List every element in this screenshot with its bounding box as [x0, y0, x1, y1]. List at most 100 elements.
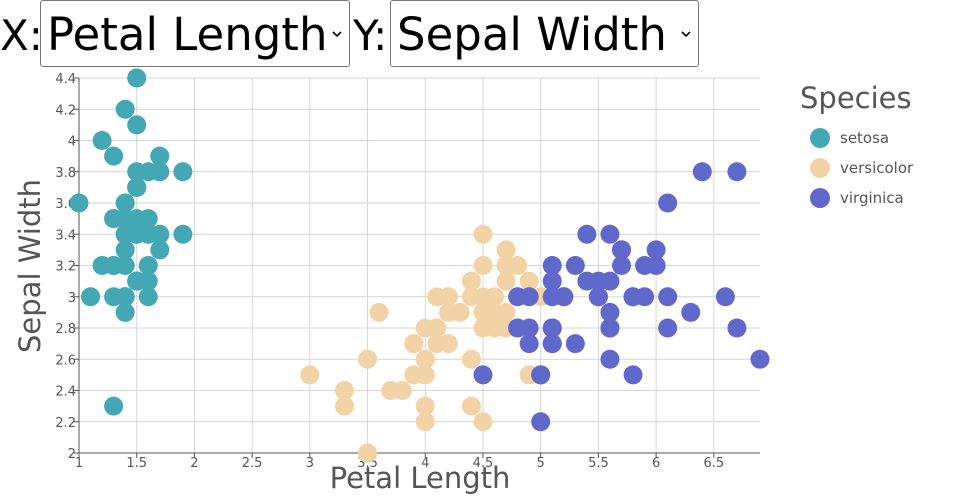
- data-point-setosa: [127, 224, 147, 244]
- data-point-versicolor: [334, 396, 354, 416]
- x-tick-label: 2: [190, 456, 198, 471]
- y-tick-label: 4.2: [55, 103, 76, 118]
- x-axis-select-value: Petal Length: [47, 8, 328, 61]
- data-point-virginica: [542, 318, 562, 338]
- data-point-versicolor: [404, 334, 424, 354]
- chevron-down-icon: [332, 31, 342, 38]
- data-point-virginica: [750, 349, 770, 369]
- data-point-virginica: [727, 318, 747, 338]
- data-point-versicolor: [300, 365, 320, 385]
- data-point-virginica: [542, 256, 562, 275]
- y-axis-select[interactable]: Sepal Width: [390, 0, 699, 67]
- data-point-versicolor: [473, 318, 493, 338]
- data-point-virginica: [531, 365, 551, 385]
- data-point-versicolor: [427, 318, 447, 338]
- x-tick-label: 6.5: [703, 456, 724, 471]
- x-tick-label: 2.5: [242, 456, 263, 471]
- data-point-setosa: [69, 193, 89, 213]
- data-point-setosa: [115, 287, 135, 307]
- data-point-virginica: [658, 287, 678, 307]
- data-point-versicolor: [450, 302, 470, 322]
- x-tick-label: 5.5: [588, 456, 609, 471]
- data-point-virginica: [623, 365, 643, 385]
- data-point-virginica: [519, 334, 539, 354]
- data-point-virginica: [565, 256, 585, 275]
- data-point-setosa: [104, 209, 124, 229]
- data-point-virginica: [646, 240, 666, 260]
- data-point-setosa: [92, 131, 112, 150]
- data-point-setosa: [104, 146, 124, 166]
- data-point-versicolor: [438, 287, 458, 307]
- data-point-versicolor: [485, 287, 505, 307]
- x-axis-ticks: 1 1.5 2 2.5 3 3.5 4 4.5 5 5.5 6 6.5: [75, 456, 724, 471]
- data-point-setosa: [115, 193, 135, 213]
- data-point-versicolor: [438, 334, 458, 354]
- chart-points: [69, 68, 770, 463]
- data-point-virginica: [577, 224, 597, 244]
- legend-swatch-setosa: [810, 128, 830, 148]
- data-point-versicolor: [473, 412, 493, 432]
- data-point-virginica: [681, 302, 701, 322]
- data-point-setosa: [115, 240, 135, 260]
- data-point-setosa: [127, 68, 147, 88]
- y-tick-label: 2.2: [55, 416, 76, 431]
- data-point-setosa: [173, 224, 193, 244]
- data-point-virginica: [508, 318, 528, 338]
- x-tick-label: 3: [306, 456, 314, 471]
- data-point-virginica: [658, 318, 678, 338]
- legend-swatch-versicolor: [810, 158, 830, 178]
- data-point-setosa: [127, 115, 147, 135]
- x-tick-label: 6: [652, 456, 660, 471]
- data-point-virginica: [508, 287, 528, 307]
- data-point-virginica: [635, 256, 655, 275]
- data-point-versicolor: [496, 240, 516, 260]
- legend-label-setosa: setosa: [840, 129, 889, 147]
- data-point-versicolor: [381, 381, 401, 400]
- x-tick-label: 1: [75, 456, 83, 471]
- data-point-virginica: [542, 334, 562, 354]
- x-tick-label: 1.5: [126, 456, 147, 471]
- y-tick-label: 2.8: [55, 322, 76, 337]
- data-point-versicolor: [415, 349, 435, 369]
- data-point-versicolor: [496, 302, 516, 322]
- data-point-virginica: [600, 349, 620, 369]
- legend-title: Species: [800, 81, 912, 115]
- data-point-virginica: [692, 162, 712, 182]
- y-tick-label: 3.8: [55, 166, 76, 181]
- data-point-setosa: [127, 271, 147, 291]
- legend-swatch-virginica: [810, 188, 830, 208]
- data-point-versicolor: [334, 381, 354, 400]
- data-point-virginica: [715, 287, 735, 307]
- y-tick-label: 4.4: [55, 72, 76, 87]
- data-point-virginica: [727, 162, 747, 182]
- y-tick-label: 4: [68, 135, 76, 150]
- data-point-virginica: [577, 271, 597, 291]
- data-point-setosa: [173, 162, 193, 182]
- data-point-virginica: [473, 365, 493, 385]
- data-point-setosa: [138, 287, 158, 307]
- x-axis-select[interactable]: Petal Length: [40, 0, 350, 67]
- data-point-virginica: [611, 256, 631, 275]
- data-point-versicolor: [358, 349, 378, 369]
- data-point-versicolor: [473, 224, 493, 244]
- data-point-versicolor: [461, 396, 481, 416]
- y-tick-label: 2.4: [55, 385, 76, 400]
- x-tick-label: 4.5: [473, 456, 494, 471]
- data-point-versicolor: [519, 271, 539, 291]
- data-point-versicolor: [415, 396, 435, 416]
- data-point-virginica: [542, 287, 562, 307]
- y-axis-title: Sepal Width: [13, 179, 47, 353]
- data-point-versicolor: [415, 365, 435, 385]
- data-point-setosa: [81, 287, 101, 307]
- y-axis-select-value: Sepal Width: [397, 8, 667, 61]
- data-point-versicolor: [415, 412, 435, 432]
- data-point-virginica: [623, 287, 643, 307]
- data-point-virginica: [600, 302, 620, 322]
- data-point-virginica: [600, 271, 620, 291]
- data-point-versicolor: [358, 443, 378, 463]
- data-point-setosa: [104, 396, 124, 416]
- y-axis-ticks: 22.22.42.62.833.23.43.63.844.24.4: [55, 72, 76, 462]
- data-point-setosa: [138, 256, 158, 275]
- data-point-setosa: [127, 177, 147, 197]
- chevron-down-icon: [681, 31, 691, 38]
